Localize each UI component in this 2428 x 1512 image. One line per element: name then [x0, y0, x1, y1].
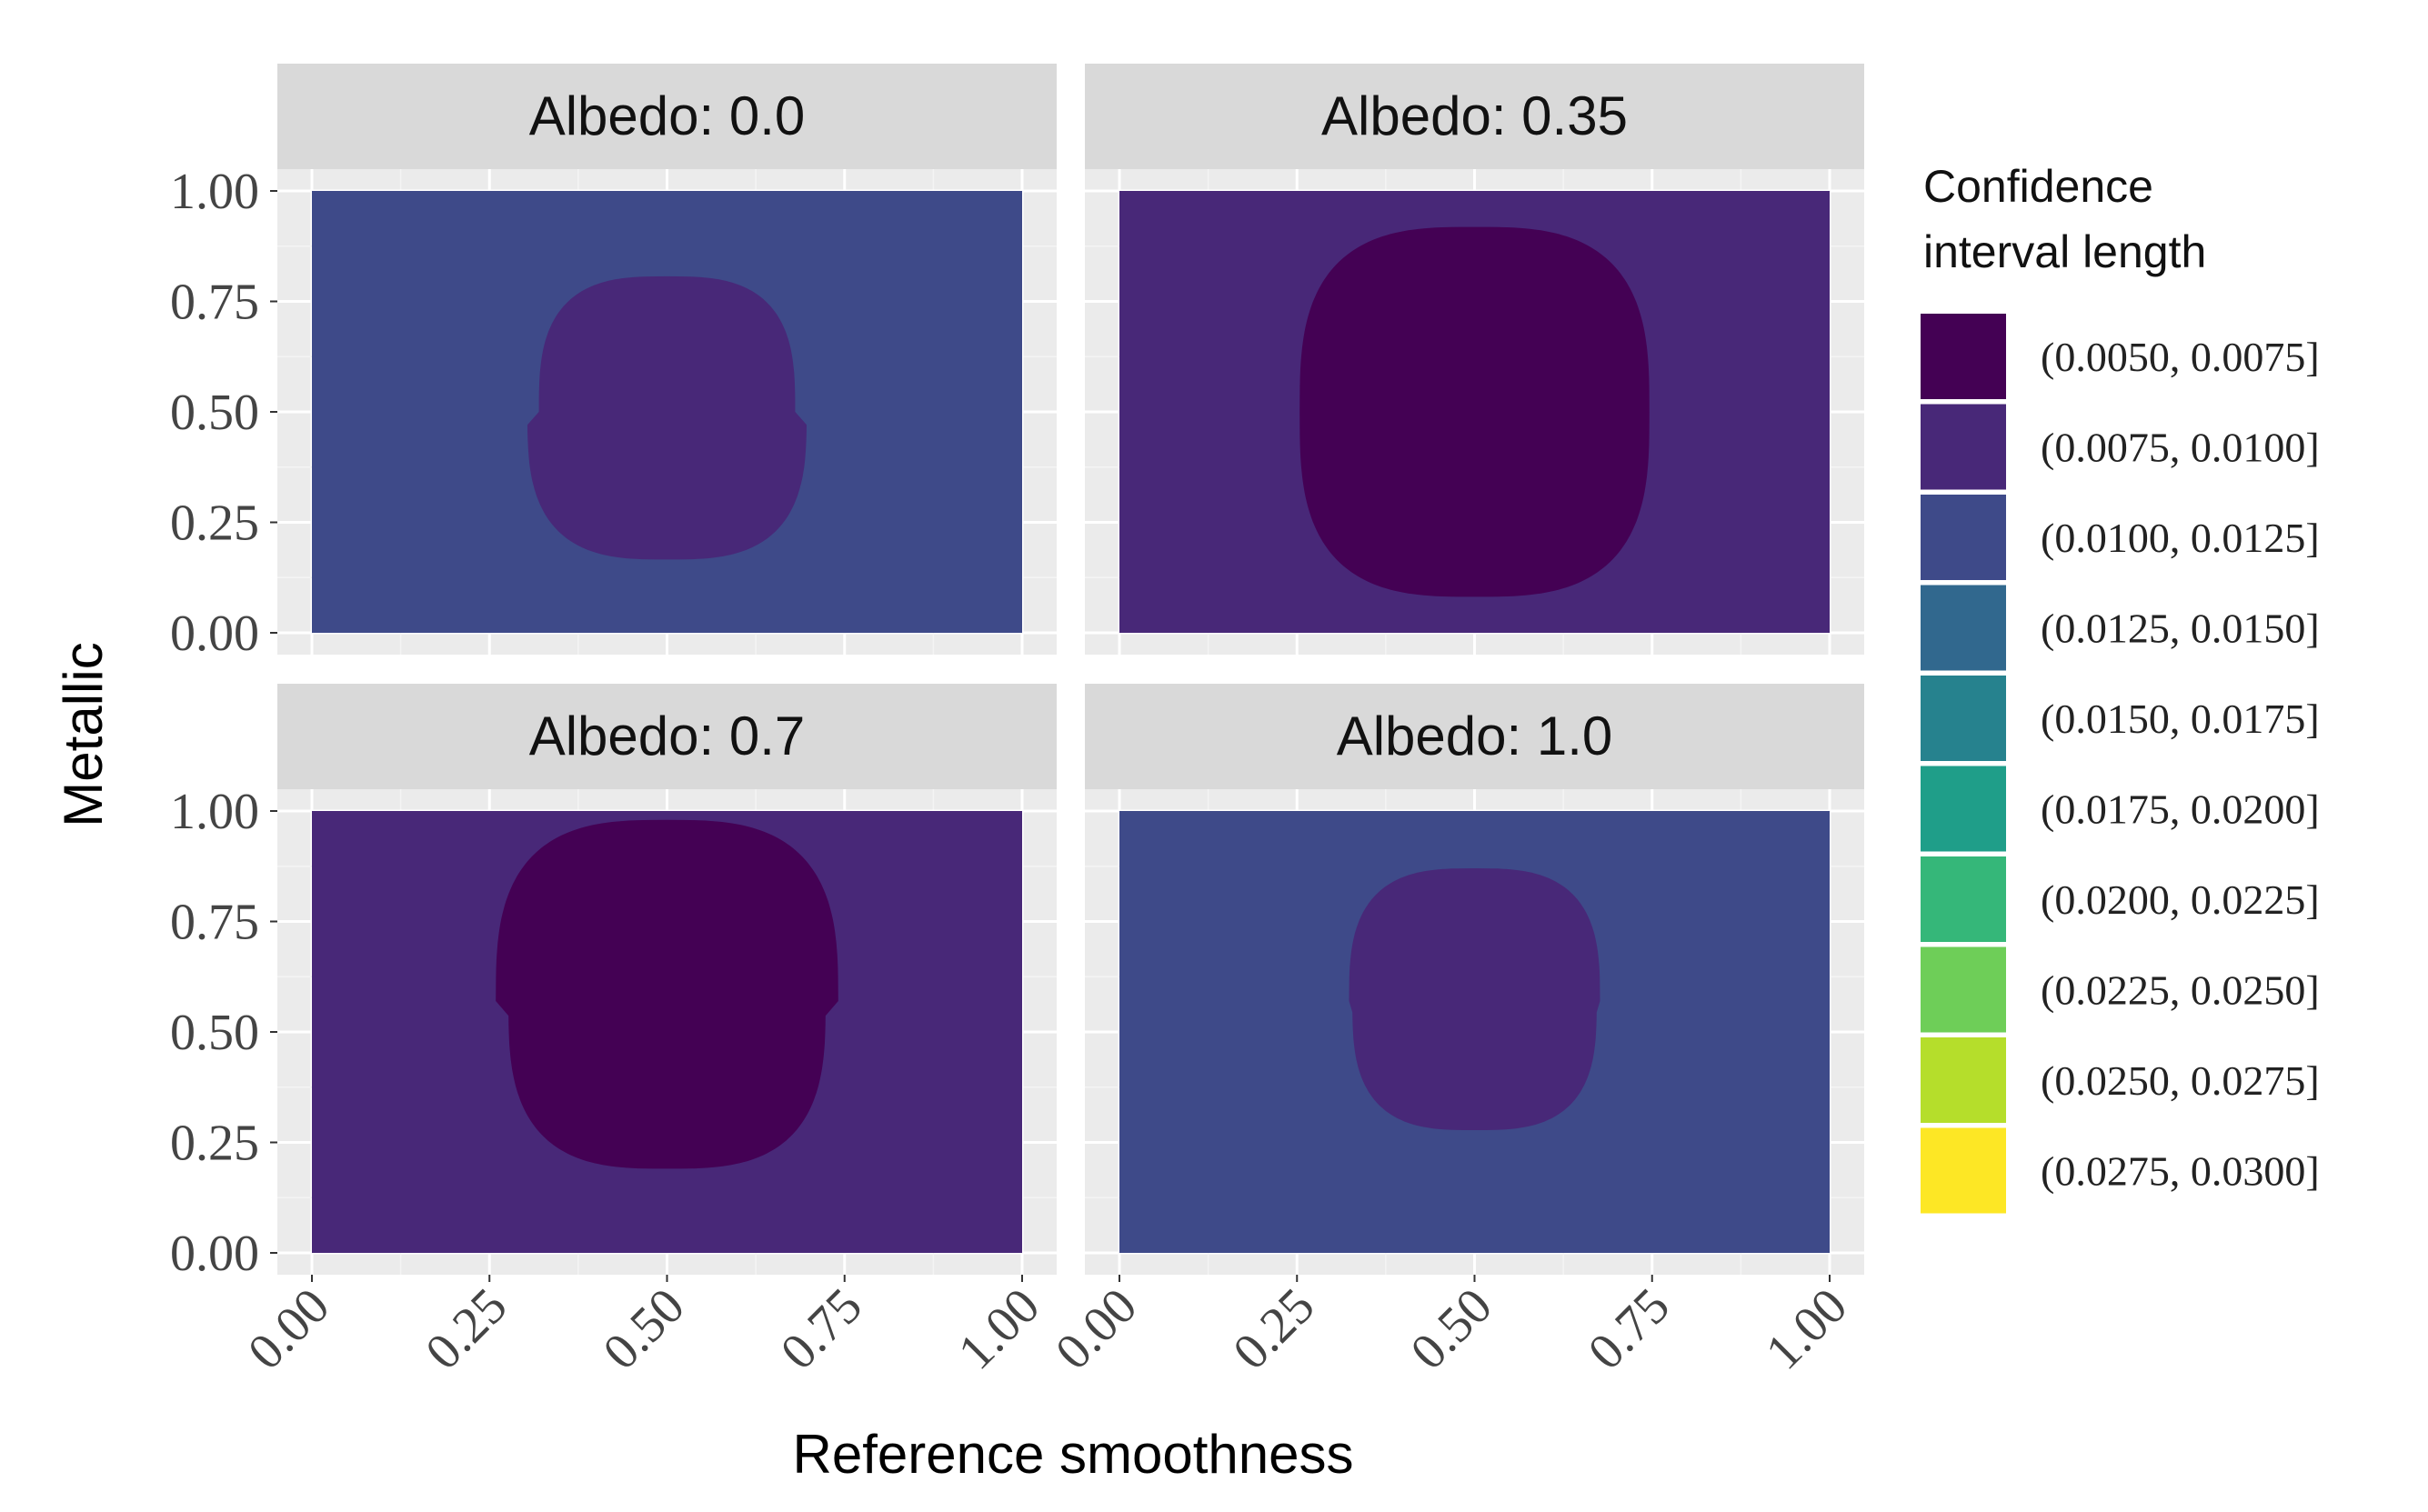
y-tick-label: 0.00	[170, 606, 259, 662]
y-tick-label: 1.00	[170, 164, 259, 220]
legend-key	[1921, 1037, 2006, 1123]
y-tick-label: 0.00	[170, 1226, 259, 1282]
facet-panel: Albedo: 1.0	[1085, 684, 1864, 1275]
x-tick-label: 1.00	[1755, 1277, 1858, 1380]
legend-label: (0.0175, 0.0200]	[2041, 786, 2320, 833]
y-tick-label: 1.00	[170, 784, 259, 840]
legend-label: (0.0200, 0.0225]	[2041, 876, 2320, 923]
y-axis-title: Metallic	[53, 642, 114, 826]
x-tick-label: 0.25	[415, 1277, 517, 1380]
contour-field	[312, 811, 1022, 1253]
legend-label: (0.0125, 0.0150]	[2041, 606, 2320, 652]
facet-panels: Albedo: 0.0 Albedo: 0.35 Albedo: 0.7 Albedo…	[277, 64, 1864, 1275]
facet-title: Albedo: 0.35	[1321, 85, 1628, 146]
facet-strip	[277, 684, 1057, 789]
legend-key	[1921, 1127, 2006, 1214]
legend-key	[1921, 856, 2006, 942]
x-axis-title: Reference smoothness	[793, 1424, 1354, 1485]
y-tick-label: 0.25	[170, 1116, 259, 1172]
legend-key	[1921, 676, 2006, 761]
legend-label: (0.0225, 0.0250]	[2041, 967, 2320, 1014]
legend-label: (0.0050, 0.0075]	[2041, 334, 2320, 380]
contour-field	[1119, 191, 1830, 633]
legend-title: interval length	[1923, 226, 2206, 277]
legend-key	[1921, 495, 2006, 580]
y-tick-label: 0.75	[170, 275, 259, 331]
facet-strip	[277, 64, 1057, 169]
legend-label: (0.0250, 0.0275]	[2041, 1057, 2320, 1104]
facet-strip	[1085, 684, 1864, 789]
facet-panel: Albedo: 0.7	[277, 684, 1057, 1275]
facet-panel: Albedo: 0.35	[1085, 64, 1864, 655]
legend-key	[1921, 404, 2006, 490]
contour-band	[1119, 191, 1830, 633]
contour-field	[312, 191, 1022, 633]
contour-band	[312, 191, 1022, 633]
legend-key	[1921, 314, 2006, 399]
legend-key	[1921, 585, 2006, 671]
x-tick-label: 0.00	[1045, 1277, 1148, 1380]
legend: Confidence interval length (0.0050, 0.0075…	[1921, 161, 2320, 1214]
facet-title: Albedo: 0.0	[529, 85, 806, 146]
y-tick-label: 0.50	[170, 385, 259, 441]
facet-title: Albedo: 0.7	[529, 706, 806, 766]
legend-key	[1921, 946, 2006, 1033]
x-tick-label: 0.75	[770, 1277, 873, 1380]
legend-label: (0.0275, 0.0300]	[2041, 1148, 2320, 1195]
y-tick-label: 0.50	[170, 1005, 259, 1061]
legend-title: Confidence	[1923, 161, 2153, 212]
x-tick-label: 0.50	[593, 1277, 696, 1380]
legend-label: (0.0100, 0.0125]	[2041, 515, 2320, 561]
contour-field	[1119, 811, 1830, 1253]
x-tick-label: 0.50	[1400, 1277, 1503, 1380]
y-tick-label: 0.75	[170, 895, 259, 951]
legend-label: (0.0075, 0.0100]	[2041, 425, 2320, 471]
facet-strip	[1085, 64, 1864, 169]
y-tick-label: 0.25	[170, 496, 259, 552]
x-tick-label: 1.00	[948, 1277, 1050, 1380]
facet-panel: Albedo: 0.0	[277, 64, 1057, 655]
legend-label: (0.0150, 0.0175]	[2041, 696, 2320, 742]
contour-band	[1119, 811, 1830, 1253]
legend-key	[1921, 766, 2006, 852]
facet-title: Albedo: 1.0	[1337, 706, 1613, 766]
contour-band	[312, 811, 1022, 1253]
x-tick-label: 0.75	[1578, 1277, 1681, 1380]
x-tick-label: 0.25	[1222, 1277, 1325, 1380]
x-tick-label: 0.00	[237, 1277, 340, 1380]
